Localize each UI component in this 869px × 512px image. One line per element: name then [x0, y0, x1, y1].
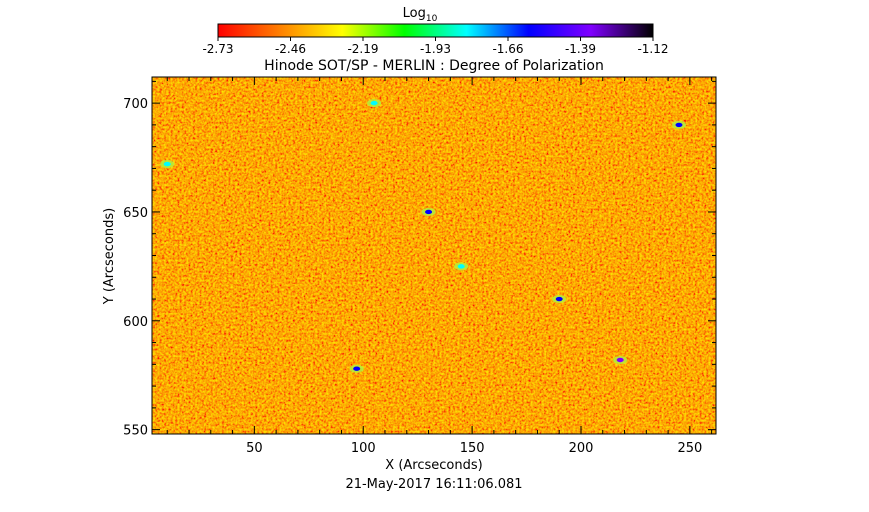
axis-ticks: 50 100 150 200 250 550 600 650 700: [123, 77, 716, 456]
polarization-feature: [367, 99, 382, 108]
x-tick-label: 150: [460, 441, 485, 456]
y-axis-label: Y (Arcseconds): [102, 208, 117, 305]
colorbar-tick-label: -2.19: [347, 42, 378, 56]
y-tick-label: 700: [123, 97, 148, 112]
x-tick-label: 250: [677, 441, 702, 456]
colorbar-tick-label: -1.12: [637, 42, 668, 56]
x-axis-label: X (Arcseconds): [385, 458, 482, 473]
x-tick-label: 200: [569, 441, 594, 456]
polarization-feature: [613, 355, 628, 364]
x-tick-label: 100: [351, 441, 376, 456]
colorbar-tick-label: -2.46: [275, 42, 306, 56]
y-tick-label: 550: [123, 424, 148, 439]
polarization-feature: [421, 207, 436, 216]
colorbar-ticks: -2.73 -2.46 -2.19 -1.93 -1.66 -1.39 -1.12: [202, 37, 669, 56]
polarization-feature: [671, 120, 686, 129]
colorbar-tick-label: -1.93: [420, 42, 451, 56]
colorbar-label: Log10: [403, 6, 438, 24]
timestamp: 21-May-2017 16:11:06.081: [345, 477, 522, 492]
polarization-feature: [160, 160, 175, 169]
polarization-feature: [454, 262, 469, 271]
y-tick-label: 650: [123, 206, 148, 221]
colorbar: Log10 -2.73 -2.46 -2.19 -1.93 -1.66 -1.39 -1.1…: [202, 6, 668, 56]
colorbar-tick-label: -1.66: [492, 42, 523, 56]
colorbar-gradient: [217, 23, 654, 38]
colorbar-tick-label: -1.39: [565, 42, 596, 56]
y-tick-label: 600: [123, 315, 148, 330]
polarization-feature: [552, 295, 567, 304]
polarization-feature: [349, 364, 364, 373]
heatmap-image: [152, 77, 716, 434]
chart-title: Hinode SOT/SP - MERLIN : Degree of Polar…: [264, 58, 604, 74]
x-tick-label: 50: [246, 441, 263, 456]
colorbar-tick-label: -2.73: [202, 42, 233, 56]
